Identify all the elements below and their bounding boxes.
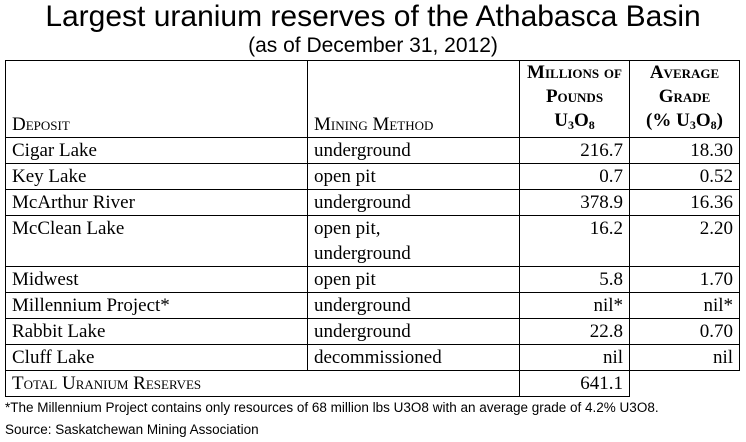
method-cell: open pit, underground: [307, 215, 520, 267]
method-cell: open pit: [307, 163, 520, 190]
deposit-cell: Cigar Lake: [5, 137, 308, 164]
table-row: Midwest open pit 5.8 1.70: [5, 266, 740, 293]
total-label: Total Uranium Reserves: [5, 370, 520, 397]
grade-cell: nil: [629, 344, 740, 371]
table-row: Cluff Lake decommissioned nil nil: [5, 344, 740, 371]
total-grade-empty: [629, 370, 740, 397]
grade-cell: 16.36: [629, 189, 740, 216]
deposit-cell: Key Lake: [5, 163, 308, 190]
header-average-grade: Average Grade (% U3O8): [629, 60, 740, 138]
pounds-cell: nil*: [519, 292, 630, 319]
header-pounds-line2: Pounds: [545, 86, 604, 107]
deposit-cell: Millennium Project*: [5, 292, 308, 319]
source-note: Source: Saskatchewan Mining Association: [5, 422, 259, 437]
table-header-row: Deposit Mining Method Millions of Pounds…: [5, 60, 740, 138]
header-millions-pounds: Millions of Pounds U3O8: [519, 60, 630, 138]
footnote: *The Millennium Project contains only re…: [5, 400, 659, 415]
pounds-cell: 16.2: [519, 215, 630, 267]
pounds-cell: 0.7: [519, 163, 630, 190]
pounds-cell: 22.8: [519, 318, 630, 345]
method-cell: open pit: [307, 266, 520, 293]
method-cell: decommissioned: [307, 344, 520, 371]
deposit-cell: Rabbit Lake: [5, 318, 308, 345]
grade-cell: 18.30: [629, 137, 740, 164]
grade-cell: 0.70: [629, 318, 740, 345]
grade-cell: nil*: [629, 292, 740, 319]
grade-cell: 0.52: [629, 163, 740, 190]
total-row: Total Uranium Reserves 641.1: [5, 370, 740, 397]
table-row: Millennium Project* underground nil* nil…: [5, 292, 740, 319]
pounds-cell: 216.7: [519, 137, 630, 164]
method-cell: underground: [307, 137, 520, 164]
table-row: Cigar Lake underground 216.7 18.30: [5, 137, 740, 164]
deposit-cell: Cluff Lake: [5, 344, 308, 371]
header-pounds-line3: U3O8: [554, 110, 595, 132]
grade-cell: 2.20: [629, 215, 740, 267]
pounds-cell: 378.9: [519, 189, 630, 216]
pounds-cell: nil: [519, 344, 630, 371]
table-row: Key Lake open pit 0.7 0.52: [5, 163, 740, 190]
header-pounds-line1: Millions of: [527, 62, 622, 83]
deposit-cell: McClean Lake: [5, 215, 308, 267]
page-subtitle: (as of December 31, 2012): [248, 34, 498, 57]
table-row: McClean Lake open pit, underground 16.2 2…: [5, 215, 740, 267]
table-row: Rabbit Lake underground 22.8 0.70: [5, 318, 740, 345]
method-cell: underground: [307, 292, 520, 319]
pounds-cell: 5.8: [519, 266, 630, 293]
method-cell: underground: [307, 189, 520, 216]
page-title: Largest uranium reserves of the Athabasc…: [45, 0, 701, 33]
total-pounds: 641.1: [519, 370, 630, 397]
reserves-table: Deposit Mining Method Millions of Pounds…: [5, 60, 740, 397]
header-grade-line2: Grade: [658, 86, 711, 107]
header-grade-line1: Average: [649, 62, 720, 83]
method-cell: underground: [307, 318, 520, 345]
grade-cell: 1.70: [629, 266, 740, 293]
header-deposit: Deposit: [5, 60, 308, 138]
deposit-cell: McArthur River: [5, 189, 308, 216]
header-grade-line3: (% U3O8): [646, 110, 723, 132]
header-mining-method: Mining Method: [307, 60, 520, 138]
table-row: McArthur River underground 378.9 16.36: [5, 189, 740, 216]
deposit-cell: Midwest: [5, 266, 308, 293]
